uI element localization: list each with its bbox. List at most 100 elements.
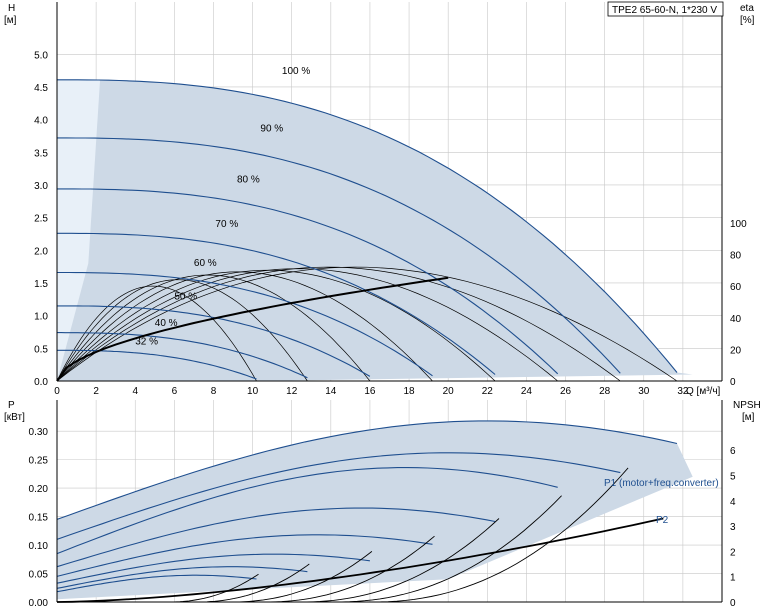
- h-tick-label: 4.5: [34, 83, 48, 94]
- head-curve: [57, 349, 257, 380]
- eta-curve: [56, 271, 433, 382]
- eta-curve: [56, 274, 371, 382]
- x-tick-label: 8: [211, 386, 217, 397]
- npsh-tick-label: 1: [730, 573, 736, 584]
- x-tick-label: 2: [93, 386, 99, 397]
- npsh-curve: [300, 518, 500, 603]
- x-tick-label: 28: [599, 386, 611, 397]
- x-tick-label: 18: [403, 386, 415, 397]
- x-tick-label: 24: [521, 386, 533, 397]
- p-tick-label: 0.30: [29, 427, 49, 438]
- npsh-curve: [230, 551, 373, 603]
- head-curve: [57, 305, 371, 377]
- x-axis-label: Q [м³/ч]: [686, 386, 721, 397]
- x-tick-label: 14: [325, 386, 337, 397]
- eta-curve: [56, 285, 257, 382]
- model-label-box: [607, 1, 724, 17]
- eta-tick-label: 60: [730, 282, 742, 293]
- speed-label: 100 %: [282, 66, 310, 77]
- speed-label: 50 %: [174, 291, 197, 302]
- eta-tick-label: 20: [730, 345, 742, 356]
- speed-label: 60 %: [194, 258, 217, 269]
- p-tick-label: 0.00: [29, 598, 49, 609]
- power-curve: [56, 420, 678, 520]
- power-curve: [56, 574, 257, 593]
- npsh-curve: [195, 563, 310, 603]
- power-curve: [56, 467, 558, 555]
- eta-curve: [56, 269, 496, 382]
- eta-curve: [56, 266, 621, 382]
- npsh-tick-label: 6: [730, 446, 736, 457]
- npsh-curve: [371, 467, 629, 603]
- head-curve: [57, 271, 433, 377]
- bottom-left-axis-unit: [кВт]: [4, 412, 25, 423]
- h-tick-label: 5.0: [34, 50, 48, 61]
- x-tick-label: 12: [286, 386, 298, 397]
- h-tick-label: 2.5: [34, 214, 48, 225]
- top-left-axis-unit: [м]: [4, 15, 17, 26]
- h-tick-label: 1.0: [34, 312, 48, 323]
- x-tick-label: 26: [560, 386, 572, 397]
- eta-tick-label: 40: [730, 314, 742, 325]
- speed-label: 70 %: [215, 219, 238, 230]
- npsh-system-curve: [56, 517, 664, 603]
- h-tick-label: 1.5: [34, 279, 48, 290]
- h-tick-label: 4.0: [34, 116, 48, 127]
- x-tick-label: 10: [247, 386, 259, 397]
- head-eta-plot: 100 %90 %80 %70 %60 %50 %40 %32 %0 2 4 6 8 10…: [34, 2, 747, 397]
- power-envelope: [57, 420, 693, 600]
- h-tick-label: 3.5: [34, 148, 48, 159]
- npsh-curve: [264, 535, 435, 603]
- head-curve: [57, 79, 678, 373]
- p-tick-label: 0.05: [29, 570, 49, 581]
- x-tick-label: 22: [482, 386, 494, 397]
- p-tick-label: 0.10: [29, 541, 49, 552]
- speed-label: 90 %: [260, 123, 283, 134]
- npsh-curve: [334, 495, 562, 603]
- best-efficiency-curve: [56, 276, 449, 382]
- power-curve: [56, 534, 433, 577]
- x-tick-label: 16: [364, 386, 376, 397]
- eta-curve: [56, 266, 678, 382]
- x-tick-label: 0: [54, 386, 60, 397]
- eta-curve: [56, 268, 558, 382]
- x-tick-label: 30: [638, 386, 650, 397]
- model-label: TPE2 65-60-N, 1*230 V: [612, 5, 717, 16]
- speed-label: 80 %: [237, 174, 260, 185]
- speed-label: 32 %: [135, 336, 158, 347]
- head-curve: [57, 188, 559, 375]
- p-tick-label: 0.20: [29, 484, 49, 495]
- series-label-p1: P1 (motor+freq.converter): [604, 478, 719, 489]
- power-npsh-plot: P1 (motor+freq.converter) P2 0.00 0.05 0.10 0…: [29, 400, 736, 609]
- power-curve: [56, 507, 496, 568]
- h-tick-label: 3.0: [34, 181, 48, 192]
- bottom-right-axis-unit: [м]: [742, 412, 755, 423]
- eta-tick-label: 80: [730, 251, 742, 262]
- series-label-p2: P2: [656, 515, 669, 526]
- power-curve: [56, 566, 308, 589]
- npsh-tick-label: 2: [730, 547, 736, 558]
- h-tick-label: 0.5: [34, 344, 48, 355]
- head-curve: [57, 137, 621, 374]
- x-tick-label: 4: [132, 386, 138, 397]
- p-tick-label: 0.25: [29, 456, 49, 467]
- npsh-tick-label: 5: [730, 472, 736, 483]
- x-tick-label: 20: [443, 386, 455, 397]
- npsh-tick-label: 3: [730, 522, 736, 533]
- top-right-axis-label: eta: [740, 3, 754, 14]
- eta-curve: [56, 279, 308, 382]
- top-right-axis-unit: [%]: [740, 15, 755, 26]
- npsh-tick-label: 4: [730, 497, 736, 508]
- top-left-axis-label: H: [8, 3, 15, 14]
- eta-tick-label: 100: [730, 219, 747, 230]
- power-curve: [56, 553, 370, 584]
- h-tick-label: 2.0: [34, 246, 48, 257]
- p-tick-label: 0.15: [29, 513, 49, 524]
- head-curve: [57, 332, 308, 379]
- h-tick-label: 0.0: [34, 377, 48, 388]
- x-tick-label: 32: [677, 386, 689, 397]
- eta-tick-label: 0: [730, 377, 736, 388]
- power-curve: [56, 452, 621, 540]
- npsh-tick-label: 0: [730, 598, 736, 609]
